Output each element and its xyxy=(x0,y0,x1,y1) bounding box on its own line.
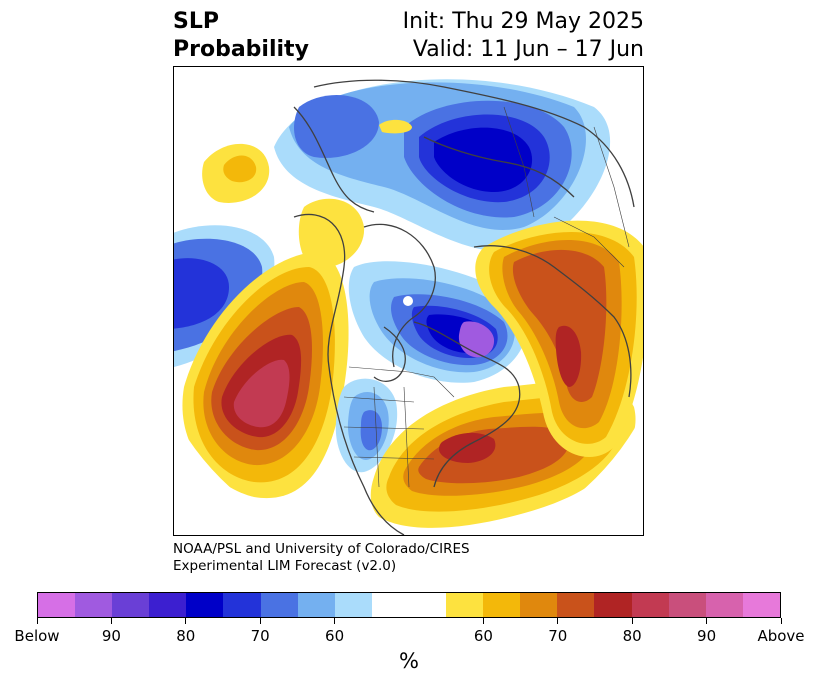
init-date: Init: Thu 29 May 2025 xyxy=(402,9,644,34)
colorbar-segment xyxy=(668,593,706,617)
colorbar-segment xyxy=(408,593,447,617)
credit-text: NOAA/PSL and University of Colorado/CIRE… xyxy=(173,541,470,575)
colorbar-segment xyxy=(149,593,187,617)
field-above-60-alaska xyxy=(298,198,365,268)
title-line-2: Probability xyxy=(173,37,309,62)
colorbar-tick-label: Above xyxy=(757,627,805,645)
probability-fields xyxy=(174,79,643,528)
colorbar-tick-label: 70 xyxy=(250,627,270,645)
colorbar-segment xyxy=(75,593,113,617)
colorbar-segment xyxy=(38,593,76,617)
colorbar-segment xyxy=(446,593,484,617)
colorbar-segment xyxy=(483,593,521,617)
colorbar-tick-label: 60 xyxy=(325,627,345,645)
credit-line-1: NOAA/PSL and University of Colorado/CIRE… xyxy=(173,541,470,557)
colorbar-tick-label: 90 xyxy=(101,627,121,645)
borders xyxy=(343,106,630,488)
north-pole-dot xyxy=(403,296,413,306)
colorbar-tick xyxy=(780,618,782,624)
colorbar-segment xyxy=(223,593,261,617)
colorbar-segment xyxy=(594,593,632,617)
colorbar-tick-label: 70 xyxy=(548,627,568,645)
colorbar-tick xyxy=(334,618,336,624)
colorbar-tick xyxy=(706,618,708,624)
colorbar xyxy=(37,592,781,618)
colorbar-tick xyxy=(110,618,112,624)
field-below-75-west xyxy=(174,258,229,329)
field-above-65-europe xyxy=(223,155,257,183)
colorbar-segment xyxy=(742,593,780,617)
colorbar-tick xyxy=(185,618,187,624)
colorbar-segment xyxy=(520,593,558,617)
probability-map xyxy=(173,66,644,536)
colorbar-tick xyxy=(259,618,261,624)
colorbar-unit: % xyxy=(399,649,419,673)
field-below-80-siberia xyxy=(434,127,533,192)
colorbar-tick-label: 60 xyxy=(473,627,493,645)
field-above-80-east xyxy=(555,325,582,387)
colorbar-tick xyxy=(36,618,38,624)
colorbar-tick-label: 90 xyxy=(697,627,717,645)
valid-dates: Valid: 11 Jun – 17 Jun xyxy=(412,37,644,62)
colorbar-tick xyxy=(482,618,484,624)
colorbar-tick-label: 80 xyxy=(622,627,642,645)
colorbar-segment xyxy=(631,593,669,617)
field-above-85-pacific xyxy=(233,359,290,428)
colorbar-tick xyxy=(557,618,559,624)
colorbar-tick-label: 80 xyxy=(176,627,196,645)
colorbar-tick-label: Below xyxy=(14,627,60,645)
colorbar-segment xyxy=(334,593,372,617)
map-svg xyxy=(174,79,643,535)
colorbar-segment xyxy=(297,593,335,617)
colorbar-segment xyxy=(186,593,224,617)
credit-line-2: Experimental LIM Forecast (v2.0) xyxy=(173,558,397,574)
colorbar-segment xyxy=(705,593,743,617)
colorbar-segment xyxy=(260,593,298,617)
colorbar-segment xyxy=(371,593,409,617)
colorbar-tick xyxy=(631,618,633,624)
field-above-75-east xyxy=(512,249,607,402)
title-line-1: SLP xyxy=(173,9,219,34)
colorbar-segment xyxy=(112,593,150,617)
coastlines xyxy=(293,79,635,535)
field-above-60-arctic-small xyxy=(379,119,412,134)
plot-title: SLP Probability xyxy=(173,8,309,64)
field-below-70-europe xyxy=(294,95,379,158)
colorbar-segment xyxy=(557,593,595,617)
forecast-dates: Init: Thu 29 May 2025 Valid: 11 Jun – 17… xyxy=(403,8,644,64)
